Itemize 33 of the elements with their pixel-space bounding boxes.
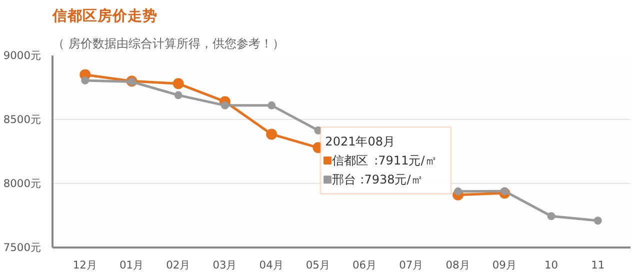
point — [172, 78, 184, 90]
x-tick-label: 08月 — [446, 258, 470, 272]
point — [268, 101, 276, 110]
point — [266, 128, 278, 140]
x-tick-label: 12月 — [72, 258, 98, 272]
chart-subtitle: （ 房价数据由综合计算所得，供您参考！） — [52, 36, 284, 50]
x-tick-label: 01月 — [119, 258, 144, 272]
point — [594, 216, 602, 225]
y-tick-label: 9000元 — [3, 49, 42, 62]
chart-title: 信都区房价走势 — [52, 6, 158, 24]
y-tick-label: 8000元 — [3, 177, 42, 190]
x-tick-label: 02月 — [166, 258, 191, 272]
x-tick-label: 10 — [544, 258, 558, 272]
y-tick-label: 8500元 — [3, 113, 42, 126]
x-tick-label: 04月 — [259, 258, 284, 272]
annotation: :7938元/㎡ — [360, 172, 423, 187]
x-tick-label: 11 — [591, 258, 605, 272]
point — [454, 187, 462, 196]
point — [174, 91, 182, 100]
point — [547, 212, 556, 220]
point — [81, 76, 90, 84]
x-tick-label: 05月 — [306, 258, 330, 272]
x-tick-label: 03月 — [212, 258, 238, 272]
legend-label: 邢台 — [332, 172, 356, 187]
legend-label: 信都区 — [332, 153, 368, 168]
y-tick-label: 7500元 — [3, 241, 42, 254]
x-tick-label: 06月 — [352, 258, 378, 272]
x-tick-label: 09月 — [492, 258, 517, 272]
x-tick-label: 07月 — [399, 258, 424, 272]
annotation: 2021年08月 — [325, 134, 395, 148]
annotation: :7911元/㎡ — [374, 153, 437, 168]
point — [220, 101, 229, 110]
point — [500, 187, 509, 196]
